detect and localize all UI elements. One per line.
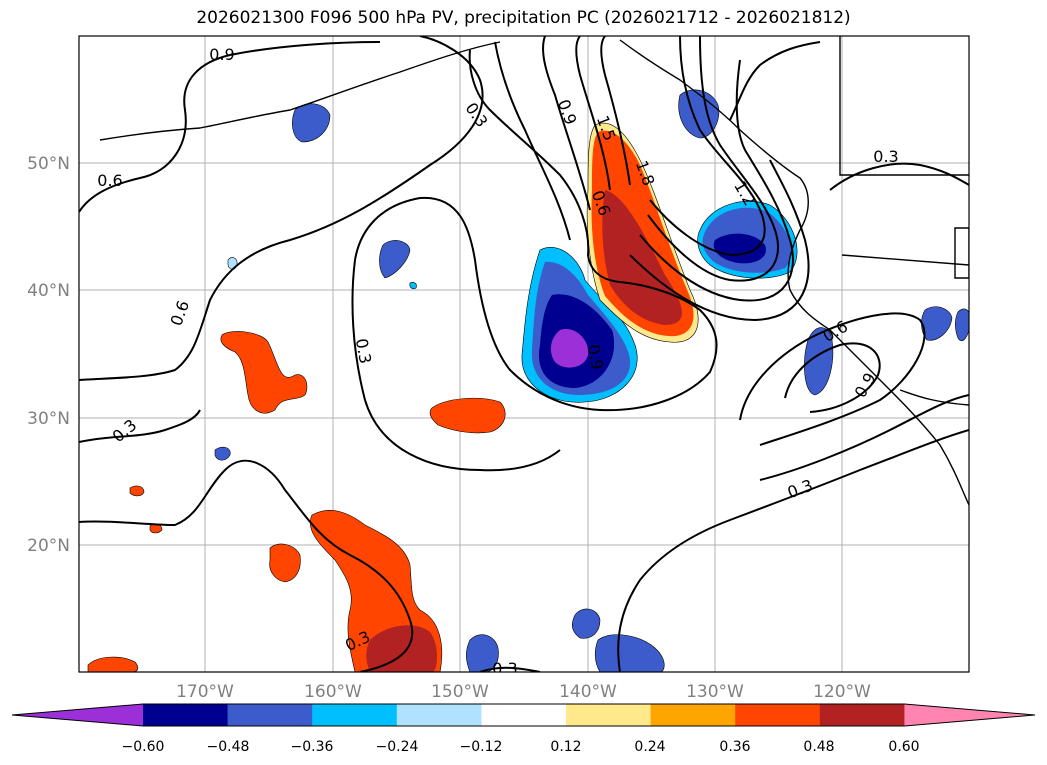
contour-label: 0.3 xyxy=(873,147,898,166)
colorbar-tick: 0.24 xyxy=(634,739,665,755)
colorbar-tick: 0.48 xyxy=(803,739,834,755)
lon-label: 130°W xyxy=(686,682,744,702)
colorbar-swatch xyxy=(396,704,482,726)
colorbar-swatch xyxy=(650,704,736,726)
longitude-labels: 170°W 160°W 150°W 140°W 130°W 120°W xyxy=(176,682,871,702)
lat-label: 40°N xyxy=(27,281,70,301)
map-frame xyxy=(78,35,970,673)
lat-label: 50°N xyxy=(27,154,70,174)
colorbar-tick: −0.12 xyxy=(460,739,503,755)
colorbar-tick: −0.48 xyxy=(207,739,250,755)
latitude-labels: 50°N 40°N 30°N 20°N xyxy=(27,154,70,556)
contour-label: 0.6 xyxy=(97,171,122,190)
chart-title: 2026021300 F096 500 hPa PV, precipitatio… xyxy=(196,8,851,28)
colorbar-swatch xyxy=(143,704,229,726)
contour-label: 0.9 xyxy=(209,45,234,64)
colorbar-swatch xyxy=(566,704,652,726)
coastlines xyxy=(99,36,969,506)
gridlines xyxy=(79,36,969,672)
pv-contours xyxy=(79,36,969,672)
colorbar-tick: −0.60 xyxy=(122,739,165,755)
colorbar-swatch xyxy=(819,704,905,726)
colorbar-swatch xyxy=(312,704,398,726)
contour-label: 0.9 xyxy=(584,343,607,371)
colorbar-extend-max xyxy=(904,704,1035,726)
colorbar-swatch xyxy=(227,704,313,726)
lon-label: 140°W xyxy=(559,682,617,702)
colorbar-swatch xyxy=(481,704,567,726)
contour-label: 0.3 xyxy=(492,659,517,678)
lat-label: 20°N xyxy=(27,536,70,556)
colorbar-tick: 0.36 xyxy=(719,739,750,755)
colorbar-tick: −0.24 xyxy=(376,739,419,755)
colorbar-ticks: −0.60 −0.48 −0.36 −0.24 −0.12 0.12 0.24 … xyxy=(122,739,920,755)
colorbar-tick: 0.60 xyxy=(888,739,919,755)
lon-label: 150°W xyxy=(431,682,489,702)
lon-label: 120°W xyxy=(813,682,871,702)
colorbar-extend-min xyxy=(12,704,143,726)
colorbar-outline xyxy=(11,703,1036,727)
precip-fields xyxy=(87,89,969,672)
lon-label: 170°W xyxy=(176,682,234,702)
colorbar-swatch xyxy=(735,704,821,726)
colorbar xyxy=(11,703,1036,727)
lat-label: 30°N xyxy=(27,409,70,429)
colorbar-tick: −0.36 xyxy=(291,739,334,755)
contour-label: 0.3 xyxy=(352,337,375,365)
lon-label: 160°W xyxy=(304,682,362,702)
colorbar-tick: 0.12 xyxy=(550,739,581,755)
